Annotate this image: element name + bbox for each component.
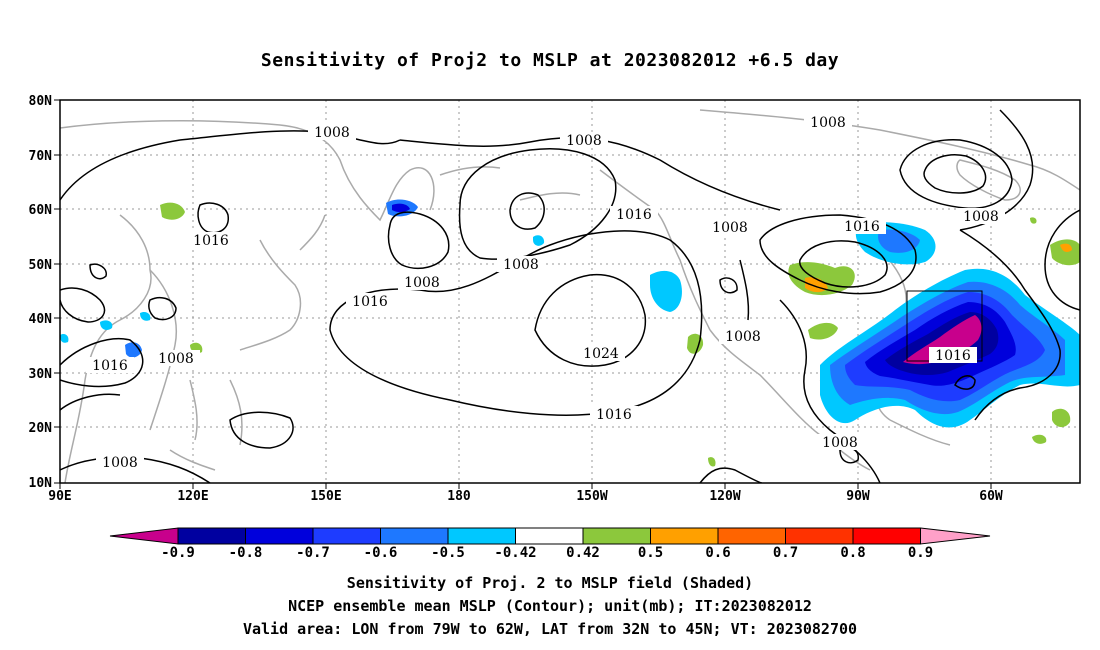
lon-label-90e: 90E: [48, 489, 71, 504]
contour-label: 1016: [346, 293, 394, 310]
colorbar-label: 0.5: [638, 545, 663, 561]
colorbar-label: -0.9: [161, 545, 195, 561]
contour-label: 1016: [929, 347, 977, 364]
colorbar: [109, 527, 991, 545]
contour-label: 1008: [957, 208, 1005, 225]
colorbar-label: -0.42: [494, 545, 536, 561]
lat-label-10n: 10N: [29, 476, 53, 491]
colorbar-label: -0.6: [364, 545, 398, 561]
svg-text:1016: 1016: [193, 233, 229, 249]
svg-text:1016: 1016: [935, 348, 971, 364]
svg-text:1008: 1008: [102, 455, 138, 471]
colorbar-segment-0.6-0.5: [380, 527, 449, 545]
svg-text:1008: 1008: [404, 275, 440, 291]
colorbar-segment-0.42-0.5: [582, 527, 651, 545]
svg-text:1016: 1016: [92, 358, 128, 374]
lat-label-70n: 70N: [29, 149, 53, 164]
lon-label-150e: 150E: [310, 489, 341, 504]
caption-contour: NCEP ensemble mean MSLP (Contour); unit(…: [288, 597, 812, 615]
caption-valid-area: Valid area: LON from 79W to 62W, LAT fro…: [242, 620, 858, 638]
colorbar-label: 0.6: [705, 545, 730, 561]
colorbar-segment-gt-0.9: [920, 527, 991, 545]
contour-label: 1008: [816, 434, 864, 451]
contour-label: 1016: [610, 206, 658, 223]
contour-label: 1008: [497, 256, 545, 273]
contour-label: 1008: [398, 274, 446, 291]
svg-text:1016: 1016: [352, 294, 388, 310]
contour-label: 1016: [187, 232, 235, 249]
mslp-contours: [60, 109, 1080, 483]
contour-label: 1016: [590, 406, 638, 423]
svg-text:1008: 1008: [158, 351, 194, 367]
lat-label-40n: 40N: [29, 312, 53, 327]
axis-ticks: [54, 99, 992, 489]
colorbar-segment-0.5-0.42: [447, 527, 516, 545]
svg-text:1008: 1008: [503, 257, 539, 273]
svg-text:1016: 1016: [616, 207, 652, 223]
contour-label: 1016: [838, 218, 886, 235]
lat-label-30n: 30N: [29, 367, 53, 382]
svg-text:1008: 1008: [566, 133, 602, 149]
svg-text:1008: 1008: [725, 329, 761, 345]
svg-text:1008: 1008: [822, 435, 858, 451]
colorbar-segment-0.7-0.6: [312, 527, 381, 545]
lon-label-60w: 60W: [979, 489, 1003, 504]
contour-label: 1008: [804, 114, 852, 131]
colorbar-label: -0.5: [431, 545, 465, 561]
svg-text:1024: 1024: [583, 346, 619, 362]
svg-text:1008: 1008: [963, 209, 999, 225]
colorbar-segment-0.8-0.9: [852, 527, 921, 545]
svg-text:1008: 1008: [712, 220, 748, 236]
svg-text:1016: 1016: [596, 407, 632, 423]
colorbar-segment-neutral: [515, 527, 584, 545]
lon-label-150w: 150W: [576, 489, 607, 504]
svg-text:1008: 1008: [810, 115, 846, 131]
colorbar-label: -0.8: [229, 545, 263, 561]
contour-label: 1008: [706, 219, 754, 236]
colorbar-label: 0.7: [773, 545, 798, 561]
lat-label-60n: 60N: [29, 203, 53, 218]
colorbar-segment-lt-0.9: [109, 527, 179, 545]
colorbar-segment-0.9-0.8: [177, 527, 246, 545]
contour-label: 1008: [719, 328, 767, 345]
colorbar-label: -0.7: [296, 545, 330, 561]
lon-label-120w: 120W: [709, 489, 740, 504]
colorbar-label: 0.42: [566, 545, 600, 561]
colorbar-label: 0.9: [908, 545, 933, 561]
colorbar-label: 0.8: [840, 545, 865, 561]
colorbar-segment-0.5-0.6: [650, 527, 719, 545]
svg-text:1016: 1016: [844, 219, 880, 235]
colorbar-segment-0.6-0.7: [717, 527, 786, 545]
lon-label-120e: 120E: [177, 489, 208, 504]
svg-text:1008: 1008: [314, 125, 350, 141]
lat-label-20n: 20N: [29, 421, 53, 436]
caption-shaded: Sensitivity of Proj. 2 to MSLP field (Sh…: [346, 574, 754, 592]
lon-label-180: 180: [447, 489, 471, 504]
lon-label-90w: 90W: [846, 489, 870, 504]
contour-label: 1008: [560, 132, 608, 149]
colorbar-segment-0.8-0.7: [245, 527, 314, 545]
contour-label: 1008: [308, 124, 356, 141]
contour-label: 1016: [86, 357, 134, 374]
contour-label: 1008: [96, 454, 144, 471]
page-title: Sensitivity of Proj2 to MSLP at 20230820…: [260, 50, 840, 71]
lat-label-50n: 50N: [29, 258, 53, 273]
contour-label: 1008: [152, 350, 200, 367]
contour-label: 1024: [577, 345, 625, 362]
lat-label-80n: 80N: [29, 94, 53, 109]
map-frame: [59, 99, 1081, 484]
colorbar-segment-0.7-0.8: [785, 527, 854, 545]
